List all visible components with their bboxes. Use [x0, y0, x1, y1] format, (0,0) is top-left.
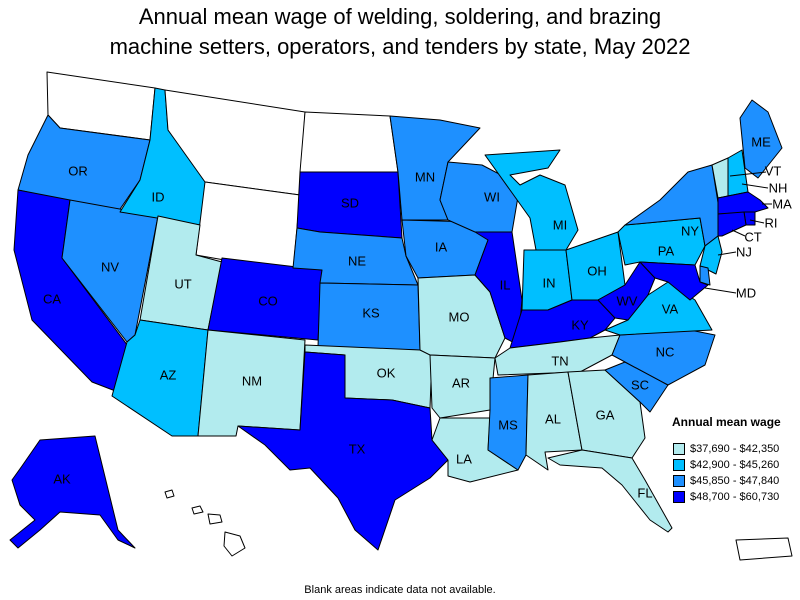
state-wy[interactable]	[195, 181, 301, 273]
state-wv[interactable]	[597, 261, 656, 321]
state-shapes	[9, 71, 793, 561]
state-ks[interactable]	[317, 282, 421, 351]
state-ak[interactable]	[9, 435, 136, 549]
state-pa[interactable]	[617, 217, 706, 266]
state-nd[interactable]	[299, 111, 399, 173]
legend-label-3: $45,850 - $47,840	[690, 475, 780, 487]
state-il[interactable]	[474, 231, 523, 346]
title-line-2: machine setters, operators, and tenders …	[109, 34, 691, 59]
state-label-ri: RI	[765, 215, 778, 230]
state-label-nh: NH	[769, 180, 788, 195]
state-sc[interactable]	[604, 361, 669, 413]
state-label-nj: NJ	[736, 244, 752, 259]
legend-swatch-3	[673, 475, 685, 487]
legend-label-1: $37,690 - $42,350	[690, 443, 780, 455]
state-md[interactable]	[639, 261, 709, 301]
legend-item-2: $42,900 - $45,260	[672, 457, 800, 473]
legend: Annual mean wage $37,690 - $42,350 $42,9…	[672, 415, 800, 505]
state-label-md: MD	[736, 285, 756, 300]
legend-item-1: $37,690 - $42,350	[672, 441, 800, 457]
state-label-ma: MA	[772, 196, 792, 211]
state-in[interactable]	[521, 249, 573, 311]
state-co[interactable]	[207, 257, 323, 341]
state-label-ct: CT	[744, 229, 761, 244]
legend-swatch-4	[673, 491, 685, 503]
state-nj[interactable]	[699, 235, 723, 275]
state-mi[interactable]	[484, 149, 579, 251]
footnote: Blank areas indicate data not available.	[304, 584, 496, 596]
legend-swatch-1	[673, 443, 685, 455]
state-or[interactable]	[17, 114, 151, 213]
legend-swatch-2	[673, 459, 685, 471]
legend-label-4: $48,700 - $60,730	[690, 491, 780, 503]
legend-title: Annual mean wage	[672, 415, 781, 429]
state-de[interactable]	[699, 265, 711, 286]
callout-lines	[704, 171, 772, 294]
state-pr[interactable]	[735, 537, 793, 561]
legend-label-2: $42,900 - $45,260	[690, 459, 780, 471]
state-tx[interactable]	[237, 351, 449, 551]
state-fl[interactable]	[547, 449, 673, 533]
state-me[interactable]	[739, 99, 783, 179]
state-hi[interactable]	[164, 489, 246, 557]
state-sd[interactable]	[296, 171, 403, 239]
state-ar[interactable]	[429, 354, 496, 419]
legend-item-3: $45,850 - $47,840	[672, 473, 800, 489]
state-ct[interactable]	[717, 211, 747, 237]
title-line-1: Annual mean wage of welding, soldering, …	[138, 4, 662, 29]
map-title: Annual mean wage of welding, soldering, …	[0, 2, 800, 62]
state-nm[interactable]	[197, 329, 306, 437]
legend-item-4: $48,700 - $60,730	[672, 489, 800, 505]
